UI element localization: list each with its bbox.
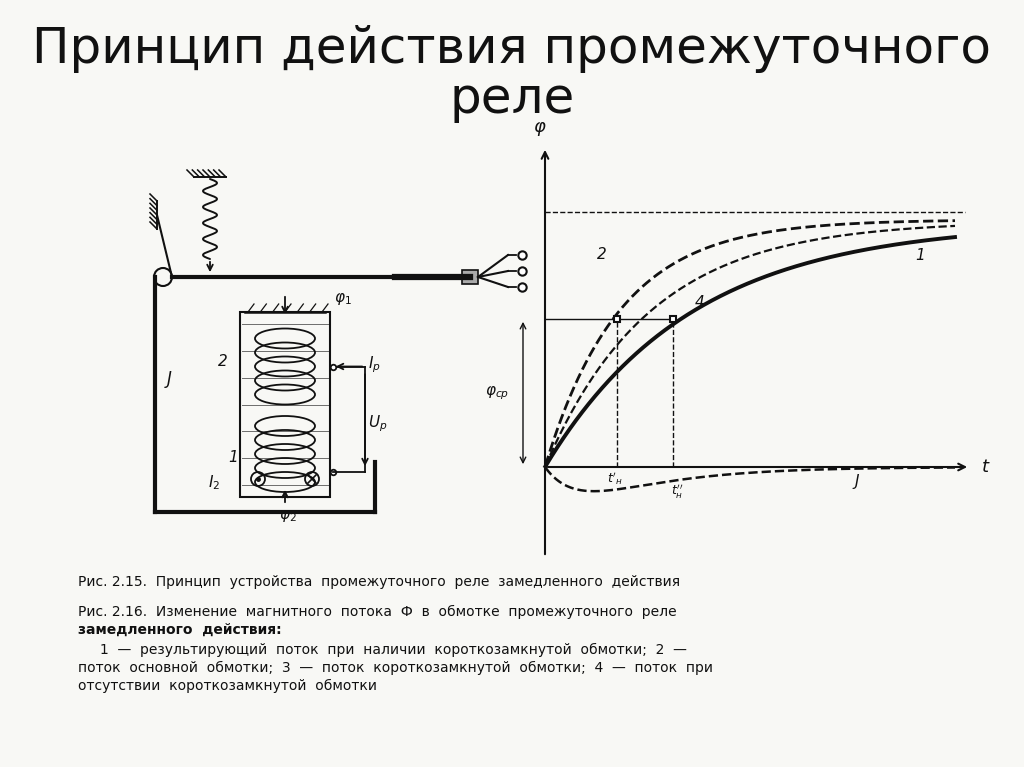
Text: замедленного  действия:: замедленного действия: xyxy=(78,623,282,637)
Text: $t'_н$: $t'_н$ xyxy=(607,470,623,487)
Text: $t^{\prime\prime}_н$: $t^{\prime\prime}_н$ xyxy=(671,482,683,501)
Text: $I_p$: $I_p$ xyxy=(368,354,381,375)
Text: $\varphi$: $\varphi$ xyxy=(534,120,547,138)
Bar xyxy=(462,270,478,284)
Text: Рис. 2.15.  Принцип  устройства  промежуточного  реле  замедленного  действия: Рис. 2.15. Принцип устройства промежуточ… xyxy=(78,575,680,589)
Bar xyxy=(240,312,330,497)
Text: реле: реле xyxy=(450,75,574,123)
Text: $\varphi_2$: $\varphi_2$ xyxy=(279,508,297,524)
Text: поток  основной  обмотки;  3  —  поток  короткозамкнутой  обмотки;  4  —  поток : поток основной обмотки; 3 — поток коротк… xyxy=(78,661,713,675)
Text: отсутствии  короткозамкнутой  обмотки: отсутствии короткозамкнутой обмотки xyxy=(78,679,377,693)
Text: 1: 1 xyxy=(228,450,238,465)
Text: 1  —  результирующий  поток  при  наличии  короткозамкнутой  обмотки;  2  —: 1 — результирующий поток при наличии кор… xyxy=(78,643,687,657)
Text: Рис. 2.16.  Изменение  магнитного  потока  Ф  в  обмотке  промежуточного  реле: Рис. 2.16. Изменение магнитного потока Ф… xyxy=(78,605,677,619)
Text: 2: 2 xyxy=(597,247,607,262)
Text: Принцип действия промежуточного: Принцип действия промежуточного xyxy=(33,25,991,73)
Text: $U_p$: $U_p$ xyxy=(368,413,387,434)
Text: $I_2$: $I_2$ xyxy=(208,473,220,492)
Text: J: J xyxy=(167,370,172,389)
Text: $\varphi_1$: $\varphi_1$ xyxy=(334,291,352,307)
Text: 4: 4 xyxy=(695,295,705,311)
Text: J: J xyxy=(855,474,859,489)
Text: t: t xyxy=(982,458,989,476)
Text: $\varphi_{cp}$: $\varphi_{cp}$ xyxy=(485,384,509,402)
Text: 2: 2 xyxy=(218,354,227,370)
Text: 1: 1 xyxy=(915,248,925,262)
